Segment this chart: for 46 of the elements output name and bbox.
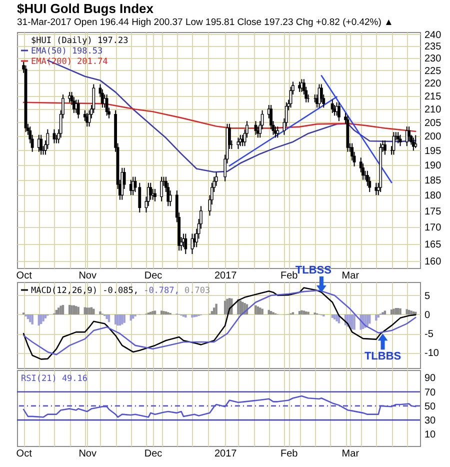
y-tick-label: 170 bbox=[424, 222, 442, 234]
x-tick-label: Feb bbox=[280, 448, 298, 460]
y-tick-label: 90 bbox=[424, 373, 436, 384]
chart-subtitle: 31-Mar-2017 Open 196.44 High 200.37 Low 195.81 Close 197.23 Chg +0.82 (+0.42%) ▲ bbox=[17, 16, 394, 28]
y-tick-label: 180 bbox=[424, 190, 442, 202]
text: RSI(21) 49.16 bbox=[21, 374, 88, 384]
y-tick-label: 205 bbox=[424, 118, 442, 129]
y-tick-label: 30 bbox=[424, 415, 436, 426]
y-tick-label: 240 bbox=[424, 30, 442, 41]
text: $HUI (Daily) 197.23 bbox=[31, 36, 128, 46]
legend-label: EMA(50) 198.53 bbox=[31, 46, 103, 56]
text: -0.787, bbox=[144, 286, 180, 296]
y-tick-label: 5 bbox=[424, 290, 430, 302]
y-tick-label: 185 bbox=[424, 175, 442, 186]
annotation: TLBBS bbox=[364, 350, 402, 363]
y-tick-label: 215 bbox=[424, 91, 442, 102]
y-tick-label: 0 bbox=[424, 310, 430, 321]
y-tick-label: 195 bbox=[424, 146, 442, 157]
y-tick-label: 175 bbox=[424, 206, 442, 218]
x-tick-label: 2017 bbox=[214, 270, 238, 282]
x-tick-label: Mar bbox=[342, 270, 360, 282]
y-tick-label: 10 bbox=[424, 430, 436, 441]
legend-label: MACD(12,26,9) -0.085, bbox=[31, 286, 138, 296]
y-tick-label: 235 bbox=[424, 42, 442, 53]
x-tick-label: Dec bbox=[144, 270, 162, 282]
y-tick-label: -10 bbox=[424, 348, 440, 360]
y-tick-label: 160 bbox=[424, 256, 442, 268]
x-tick-label: Nov bbox=[78, 270, 96, 282]
y-tick-label: 220 bbox=[424, 78, 442, 90]
x-tick-label: Mar bbox=[342, 448, 360, 460]
x-tick-label: Feb bbox=[280, 270, 298, 282]
x-tick-label: Dec bbox=[144, 448, 162, 460]
y-tick-label: 200 bbox=[424, 132, 442, 143]
y-tick-label: 70 bbox=[424, 387, 436, 398]
y-tick-label: 50 bbox=[424, 401, 436, 412]
y-tick-label: 230 bbox=[424, 54, 442, 65]
y-tick-label: -5 bbox=[424, 329, 434, 340]
y-tick-label: 165 bbox=[424, 239, 442, 250]
x-tick-label: 2017 bbox=[214, 448, 238, 460]
y-tick-label: 190 bbox=[424, 160, 442, 172]
y-tick-label: 225 bbox=[424, 66, 442, 77]
chart-title: $HUI Gold Bugs Index bbox=[17, 0, 154, 16]
x-tick-label: Nov bbox=[78, 448, 96, 460]
x-tick-label: Oct bbox=[16, 270, 32, 282]
x-tick-label: Oct bbox=[16, 448, 32, 460]
y-tick-label: 210 bbox=[424, 104, 442, 116]
